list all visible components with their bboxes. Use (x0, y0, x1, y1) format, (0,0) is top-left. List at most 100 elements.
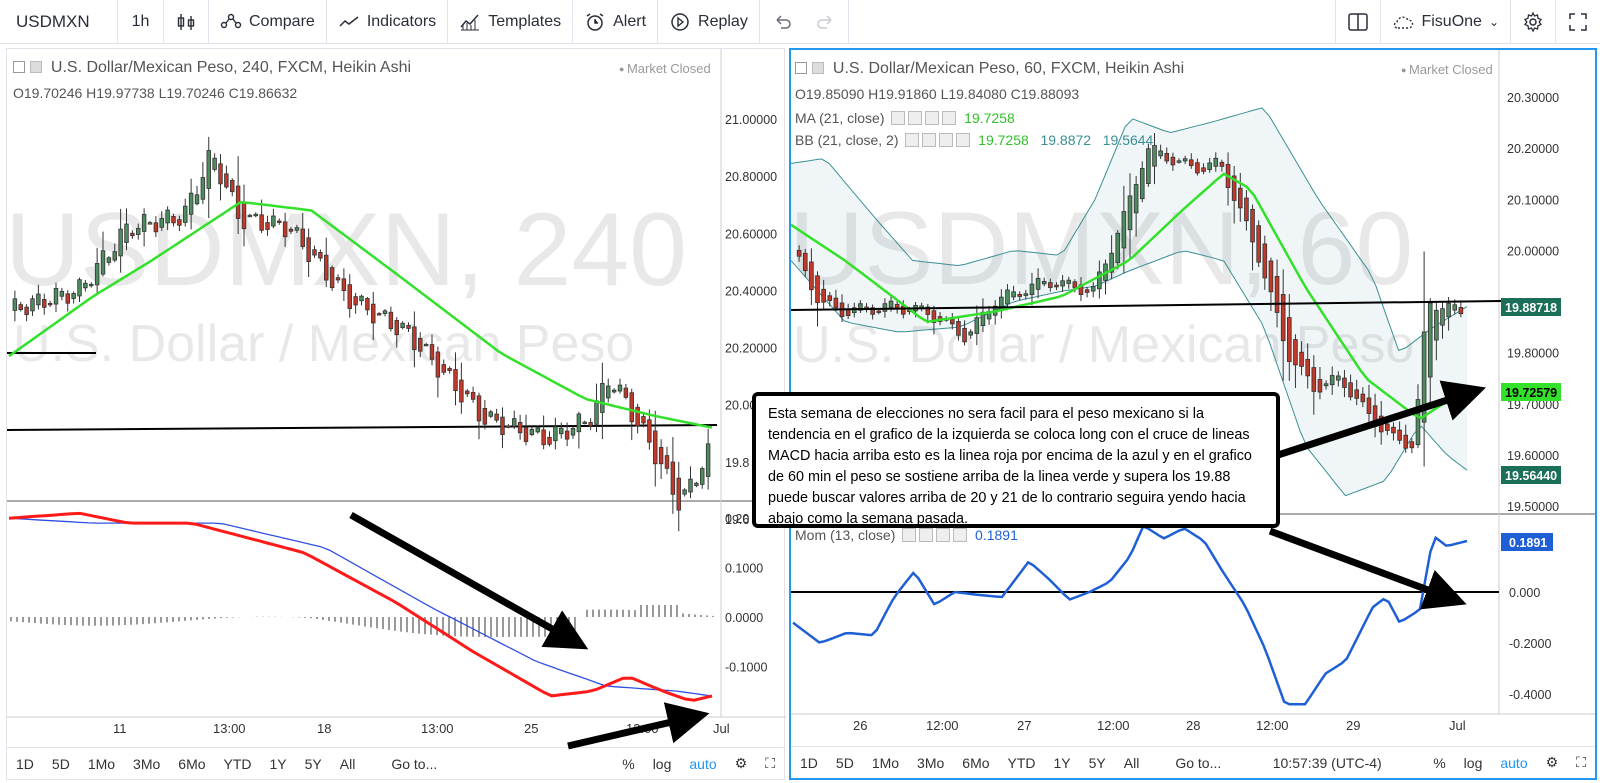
left-chart-canvas[interactable]: USDMXN, 240 U.S. Dollar / Mexican Peso 21.… (7, 49, 786, 749)
range-6mo[interactable]: 6Mo (178, 755, 206, 772)
left-candle (459, 379, 464, 403)
price-tick-label: 20.30000 (1507, 91, 1559, 105)
range-1y[interactable]: 1Y (269, 755, 287, 772)
settings-mini-icon[interactable] (905, 133, 920, 147)
right-ohlc-values: O19.85090 H19.91860 L19.84080 C19.88093 (795, 86, 1080, 102)
gear-icon[interactable]: ⚙ (1545, 754, 1559, 770)
settings-mini-icon[interactable] (922, 133, 937, 147)
range-1d[interactable]: 1D (800, 754, 818, 771)
fullscreen-icon[interactable]: ⛶ (765, 755, 775, 771)
left-candle (47, 302, 53, 306)
range-6mo[interactable]: 6Mo (962, 754, 990, 771)
close-mini-icon[interactable] (956, 133, 971, 147)
range-5y[interactable]: 5Y (304, 755, 322, 772)
range-10-57-39-utc-4-[interactable]: 10:57:39 (UTC-4) (1272, 754, 1382, 771)
ma-legend: MA (21, close) 19.7258 (795, 110, 1015, 126)
range-all[interactable]: All (339, 755, 356, 772)
close-price-tag (1501, 298, 1561, 316)
range-all[interactable]: All (1123, 754, 1140, 771)
left-candle (24, 306, 29, 316)
close-mini-icon[interactable] (953, 528, 968, 542)
right-candle (1366, 397, 1372, 414)
symbol-search-button[interactable]: USDMXN (0, 0, 118, 43)
cloud-icon (1392, 11, 1414, 33)
alert-button[interactable]: Alert (573, 0, 659, 43)
range-auto[interactable]: auto (689, 755, 717, 772)
range-ytd[interactable]: YTD (223, 755, 252, 772)
support-line (7, 424, 718, 431)
range-5d[interactable]: 5D (835, 754, 854, 771)
settings-mini-icon[interactable] (919, 528, 934, 542)
left-candle (453, 369, 458, 392)
range-5y[interactable]: 5Y (1088, 754, 1106, 771)
interval-button[interactable]: 1h (118, 0, 164, 43)
right-candle (1213, 157, 1219, 167)
left-candle (400, 322, 405, 329)
indicators-button[interactable]: Indicators (327, 0, 449, 43)
mom-tick-label: 0.000 (1509, 586, 1540, 600)
left-chart-pane[interactable]: USDMXN, 240 U.S. Dollar / Mexican Peso 21.… (6, 48, 786, 780)
layout-select-button[interactable] (1336, 0, 1382, 43)
hide-icon[interactable] (812, 62, 824, 74)
left-candle (517, 422, 523, 434)
macd-line (8, 511, 713, 702)
settings-mini-icon[interactable] (891, 111, 906, 125)
range-ytd[interactable]: YTD (1007, 754, 1036, 771)
range-1mo[interactable]: 1Mo (871, 754, 900, 771)
settings-mini-icon[interactable] (908, 111, 923, 125)
right-candle (1329, 375, 1335, 386)
settings-button[interactable] (1511, 0, 1556, 43)
settings-mini-icon[interactable] (939, 133, 954, 147)
replay-button[interactable]: Replay (658, 0, 760, 43)
right-candle (956, 321, 961, 336)
range-3mo[interactable]: 3Mo (917, 754, 945, 771)
time-tick-label: 18 (317, 721, 331, 736)
range-go-to-[interactable]: Go to... (1175, 754, 1222, 771)
ma-price-tag-text: 19.72579 (1505, 386, 1557, 400)
left-candle (658, 446, 664, 465)
range-3mo[interactable]: 3Mo (133, 755, 161, 772)
save-layout-button[interactable]: FisuOne ⌄ (1381, 0, 1511, 43)
range--[interactable]: % (1433, 754, 1446, 771)
indicators-icon (338, 11, 360, 33)
redo-icon (815, 11, 837, 33)
range-log[interactable]: log (652, 755, 672, 772)
ma-line (791, 172, 1468, 420)
range-1mo[interactable]: 1Mo (87, 755, 116, 772)
redo-button[interactable] (804, 0, 849, 43)
hide-icon[interactable] (30, 61, 42, 73)
collapse-icon[interactable] (795, 62, 807, 74)
settings-mini-icon[interactable] (925, 111, 940, 125)
collapse-icon[interactable] (13, 61, 25, 73)
range-5d[interactable]: 5D (51, 755, 70, 772)
range-1d[interactable]: 1D (16, 755, 34, 772)
undo-button[interactable] (760, 0, 804, 43)
range-log[interactable]: log (1463, 754, 1483, 771)
gear-icon[interactable]: ⚙ (734, 755, 748, 771)
indicators-label: Indicators (366, 12, 437, 30)
right-candle (888, 300, 894, 308)
left-candle (12, 298, 18, 311)
chart-style-button[interactable] (164, 0, 209, 43)
split-layout-icon (1347, 11, 1369, 33)
fullscreen-icon[interactable]: ⛶ (1576, 754, 1586, 770)
compare-button[interactable]: Compare (209, 0, 327, 43)
templates-button[interactable]: Templates (448, 0, 574, 43)
macd-tick-label: 0.0000 (725, 611, 763, 625)
settings-mini-icon[interactable] (936, 528, 951, 542)
range-1y[interactable]: 1Y (1053, 754, 1071, 771)
right-candle (1256, 225, 1261, 263)
left-candle (124, 223, 129, 243)
left-candle (494, 413, 499, 421)
fullscreen-button[interactable] (1556, 0, 1600, 43)
range-go-to-[interactable]: Go to... (391, 755, 438, 772)
alarm-clock-icon (584, 11, 606, 33)
range--[interactable]: % (622, 755, 635, 772)
price-tick-label: 20.60000 (725, 227, 777, 241)
left-candle (564, 430, 570, 440)
time-tick-label: Jul (713, 721, 730, 736)
close-mini-icon[interactable] (942, 111, 957, 125)
range-auto[interactable]: auto (1500, 754, 1528, 771)
annotation-textbox[interactable]: Esta semana de elecciones no sera facil … (752, 392, 1280, 528)
settings-mini-icon[interactable] (902, 528, 917, 542)
